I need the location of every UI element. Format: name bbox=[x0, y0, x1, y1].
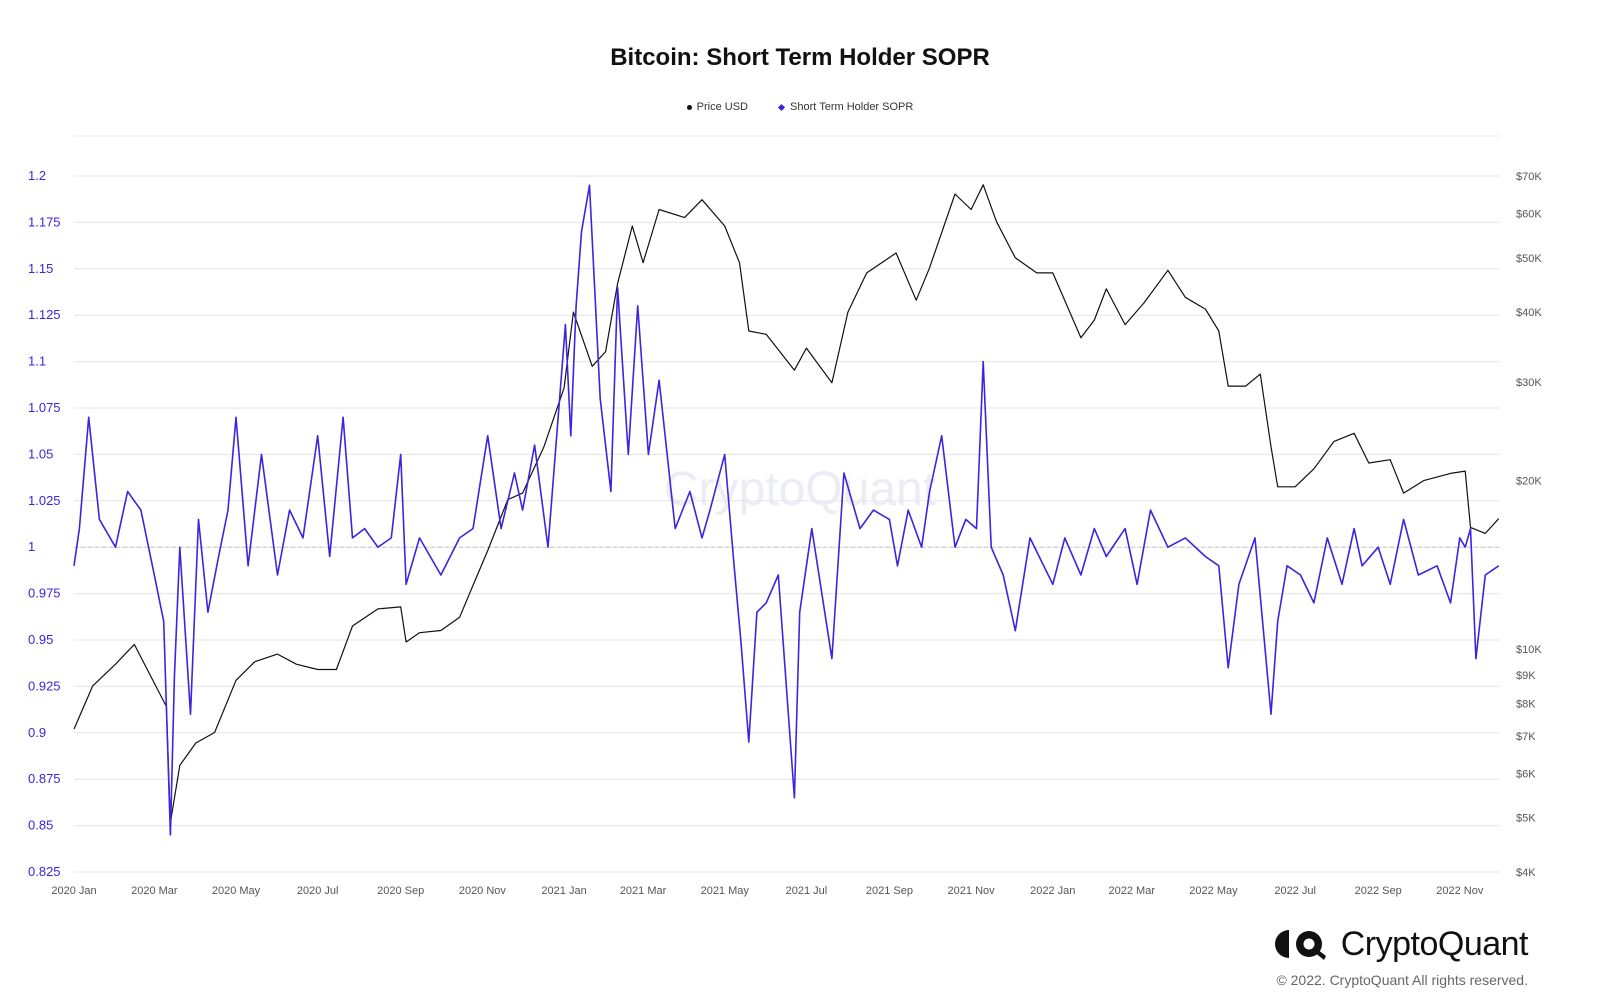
left-tick-label: 1.125 bbox=[28, 307, 61, 322]
x-tick-label: 2020 Nov bbox=[459, 885, 507, 897]
x-tick-label: 2021 Mar bbox=[620, 885, 667, 897]
legend-label-price: Price USD bbox=[696, 101, 748, 113]
left-tick-label: 0.975 bbox=[28, 586, 61, 601]
left-tick-label: 0.95 bbox=[28, 632, 53, 647]
left-tick-label: 1.05 bbox=[28, 446, 53, 461]
left-tick-label: 1.2 bbox=[28, 168, 46, 183]
right-tick-label: $8K bbox=[1516, 698, 1536, 710]
left-tick-label: 0.925 bbox=[28, 678, 61, 693]
right-tick-label: $9K bbox=[1516, 670, 1536, 682]
chart-title: Bitcoin: Short Term Holder SOPR bbox=[610, 44, 990, 71]
right-tick-label: $4K bbox=[1516, 867, 1536, 879]
left-tick-label: 0.825 bbox=[28, 864, 61, 879]
brand: CryptoQuant bbox=[1271, 923, 1529, 965]
left-tick-label: 1.025 bbox=[28, 493, 61, 508]
right-tick-label: $70K bbox=[1516, 171, 1542, 183]
right-tick-label: $40K bbox=[1516, 307, 1542, 319]
x-tick-label: 2021 Sep bbox=[866, 885, 913, 897]
left-tick-label: 1.175 bbox=[28, 214, 61, 229]
x-tick-label: 2020 Sep bbox=[377, 885, 424, 897]
x-tick-label: 2022 Mar bbox=[1109, 885, 1156, 897]
left-tick-label: 0.85 bbox=[28, 818, 53, 833]
price-usd-line bbox=[73, 184, 1500, 824]
right-tick-label: $6K bbox=[1516, 768, 1536, 780]
right-tick-label: $50K bbox=[1516, 253, 1542, 265]
left-tick-label: 1.15 bbox=[28, 261, 53, 276]
x-tick-label: 2021 Nov bbox=[948, 885, 996, 897]
right-tick-label: $60K bbox=[1516, 208, 1542, 220]
right-tick-label: $20K bbox=[1516, 476, 1542, 488]
legend-item-price[interactable]: Price USD bbox=[686, 101, 748, 113]
x-tick-label: 2020 Mar bbox=[131, 885, 178, 897]
x-tick-label: 2021 Jan bbox=[541, 885, 586, 897]
x-tick-label: 2022 Nov bbox=[1436, 885, 1484, 897]
right-tick-label: $5K bbox=[1516, 813, 1536, 825]
left-tick-label: 1 bbox=[28, 539, 35, 554]
right-tick-label: $7K bbox=[1516, 731, 1536, 743]
left-tick-label: 0.9 bbox=[28, 725, 46, 740]
left-tick-label: 1.1 bbox=[28, 354, 46, 369]
x-tick-label: 2020 May bbox=[212, 885, 261, 897]
x-tick-label: 2022 Jul bbox=[1274, 885, 1316, 897]
chart-plot: 1.2 1.175 1.15 1.125 1.1 1.075 1.05 1.025 1 0.975… bbox=[28, 135, 1542, 897]
x-tick-label: 2020 Jul bbox=[297, 885, 339, 897]
x-tick-label: 2022 Sep bbox=[1355, 885, 1402, 897]
x-tick-label: 2022 Jan bbox=[1030, 885, 1075, 897]
legend-dot-icon bbox=[686, 104, 692, 110]
copyright-text: © 2022. CryptoQuant All rights reserved. bbox=[1276, 972, 1528, 988]
legend-label-sopr: Short Term Holder SOPR bbox=[790, 101, 914, 113]
left-tick-label: 1.075 bbox=[28, 400, 61, 415]
legend-item-sopr[interactable]: Short Term Holder SOPR bbox=[778, 101, 914, 113]
x-tick-label: 2021 Jul bbox=[786, 885, 828, 897]
right-tick-label: $30K bbox=[1516, 377, 1542, 389]
legend: Price USD Short Term Holder SOPR bbox=[0, 101, 1600, 113]
right-tick-label: $10K bbox=[1516, 644, 1542, 656]
x-tick-label: 2020 Jan bbox=[51, 885, 96, 897]
brand-name: CryptoQuant bbox=[1340, 924, 1529, 963]
x-tick-label: 2022 May bbox=[1189, 885, 1238, 897]
x-tick-label: 2021 May bbox=[701, 885, 750, 897]
sopr-line bbox=[73, 184, 1500, 836]
cryptoquant-logo-icon bbox=[1274, 930, 1326, 960]
left-tick-label: 0.875 bbox=[28, 771, 61, 786]
